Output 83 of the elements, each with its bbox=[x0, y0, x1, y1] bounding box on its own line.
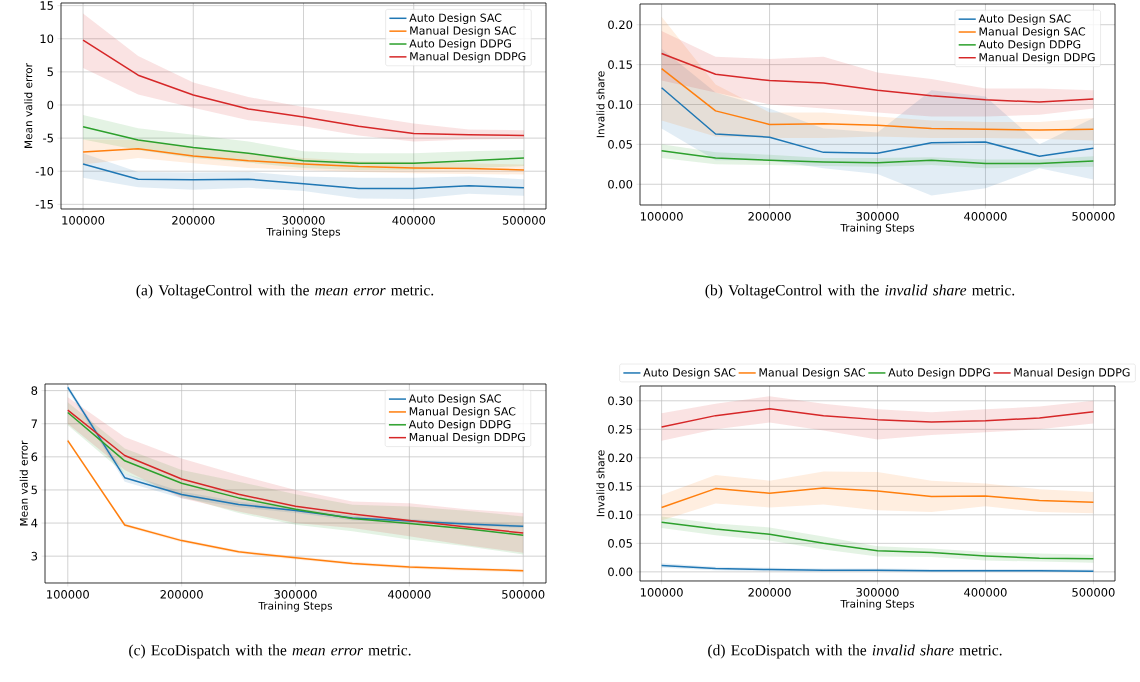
x-tick-label: 300000 bbox=[274, 590, 317, 599]
y-tick-label: 6 bbox=[31, 452, 38, 462]
y-tick-label: 5 bbox=[47, 67, 53, 77]
x-tick-label: 300000 bbox=[282, 216, 325, 225]
legend-label: Manual Design DDPG bbox=[410, 51, 526, 63]
legend-label: Auto Design DDPG bbox=[408, 419, 511, 431]
legend-label: Manual Design SAC bbox=[979, 27, 1086, 38]
y-tick-label: 5 bbox=[31, 485, 37, 495]
x-tick-label: 100000 bbox=[640, 212, 683, 221]
legend-label: Auto Design SAC bbox=[643, 368, 736, 379]
legend-label: Auto Design SAC bbox=[409, 13, 502, 25]
y-tick-label: 0.15 bbox=[608, 60, 632, 69]
x-tick-label: 400000 bbox=[964, 212, 1007, 221]
y-tick-label: 0.10 bbox=[608, 100, 633, 109]
y-tick-label: 0.10 bbox=[608, 510, 633, 520]
legend-label: Manual Design DDPG bbox=[979, 52, 1095, 64]
y-tick-label: 0.20 bbox=[608, 20, 633, 30]
y-tick-label: 0.30 bbox=[608, 396, 633, 406]
line-series bbox=[82, 39, 525, 137]
y-tick-label: 0.00 bbox=[608, 179, 633, 189]
legend-label: Auto Design DDPG bbox=[888, 368, 990, 379]
x-tick-label: 500000 bbox=[502, 216, 546, 225]
legend-label: Manual Design SAC bbox=[410, 26, 516, 37]
line-series bbox=[82, 163, 525, 190]
x-tick-label: 200000 bbox=[172, 216, 215, 225]
text: (a) VoltageControl with the mean error metric. bbox=[136, 284, 434, 299]
x-tick-label: 200000 bbox=[160, 590, 203, 599]
x-tick-label: 500000 bbox=[1072, 212, 1115, 221]
x-tick-label: 400000 bbox=[387, 590, 431, 599]
y-tick-label: 0.15 bbox=[608, 481, 632, 491]
y-tick-label: -15 bbox=[35, 200, 53, 209]
legend-label: Auto Design SAC bbox=[408, 394, 501, 405]
y-tick-label: 10 bbox=[40, 34, 54, 44]
line-series bbox=[660, 52, 1095, 103]
x-axis-title: Training Steps bbox=[840, 223, 915, 234]
line-series bbox=[660, 408, 1095, 428]
y-tick-label: 3 bbox=[31, 551, 38, 561]
text: (c) EcoDispatch with the mean error metric. bbox=[129, 644, 411, 659]
y-axis-title: Mean valid error bbox=[19, 440, 28, 526]
x-tick-label: 300000 bbox=[856, 212, 899, 221]
y-tick-label: 0.20 bbox=[608, 453, 633, 463]
text: (b) VoltageControl with the invalid share metric. bbox=[705, 284, 1015, 299]
legend-label: Auto Design DDPG bbox=[409, 39, 511, 50]
x-tick-label: 100000 bbox=[62, 216, 105, 225]
line-series bbox=[660, 86, 1095, 158]
y-tick-label: 0.00 bbox=[608, 567, 633, 577]
legend-label: Auto Design SAC bbox=[978, 14, 1071, 25]
legend-label: Manual Design DDPG bbox=[409, 432, 525, 444]
y-axis-title: Invalid share bbox=[596, 450, 605, 517]
y-tick-label: 0.25 bbox=[608, 424, 632, 434]
y-tick-label: 4 bbox=[31, 518, 38, 528]
legend-label: Manual Design SAC bbox=[409, 407, 516, 418]
y-tick-label: 0.05 bbox=[608, 539, 632, 548]
y-tick-label: -5 bbox=[43, 133, 53, 143]
y-tick-label: -10 bbox=[35, 166, 54, 176]
legend-label: Manual Design SAC bbox=[759, 368, 866, 379]
x-tick-label: 200000 bbox=[748, 588, 791, 597]
x-axis-title: Training Steps bbox=[258, 601, 333, 612]
x-axis-title: Training Steps bbox=[840, 599, 915, 610]
text: (d) EcoDispatch with the invalid share metric. bbox=[708, 644, 1002, 659]
x-tick-label: 500000 bbox=[502, 590, 545, 599]
line-series bbox=[660, 150, 1095, 165]
x-tick-label: 400000 bbox=[392, 216, 435, 225]
x-tick-label: 300000 bbox=[856, 588, 899, 597]
line-series bbox=[82, 126, 525, 165]
line-series bbox=[82, 147, 525, 171]
x-tick-label: 100000 bbox=[47, 590, 89, 599]
x-tick-label: 200000 bbox=[748, 212, 791, 221]
legend-label: Manual Design DDPG bbox=[1014, 368, 1130, 379]
y-tick-label: 8 bbox=[31, 386, 38, 395]
y-tick-label: 0.05 bbox=[608, 140, 632, 149]
x-tick-label: 500000 bbox=[1072, 588, 1115, 597]
x-tick-label: 100000 bbox=[640, 588, 683, 597]
x-axis-title: Training Steps bbox=[266, 227, 341, 238]
x-tick-label: 400000 bbox=[964, 588, 1007, 597]
y-tick-label: 0 bbox=[47, 100, 54, 110]
legend-label: Auto Design DDPG bbox=[978, 39, 1081, 51]
y-tick-label: 7 bbox=[31, 419, 37, 428]
line-series bbox=[660, 67, 1095, 131]
y-axis-title: Mean valid error bbox=[24, 63, 33, 148]
y-tick-label: 15 bbox=[40, 1, 53, 10]
line-series bbox=[660, 487, 1095, 509]
y-axis-title: Invalid share bbox=[596, 71, 605, 138]
